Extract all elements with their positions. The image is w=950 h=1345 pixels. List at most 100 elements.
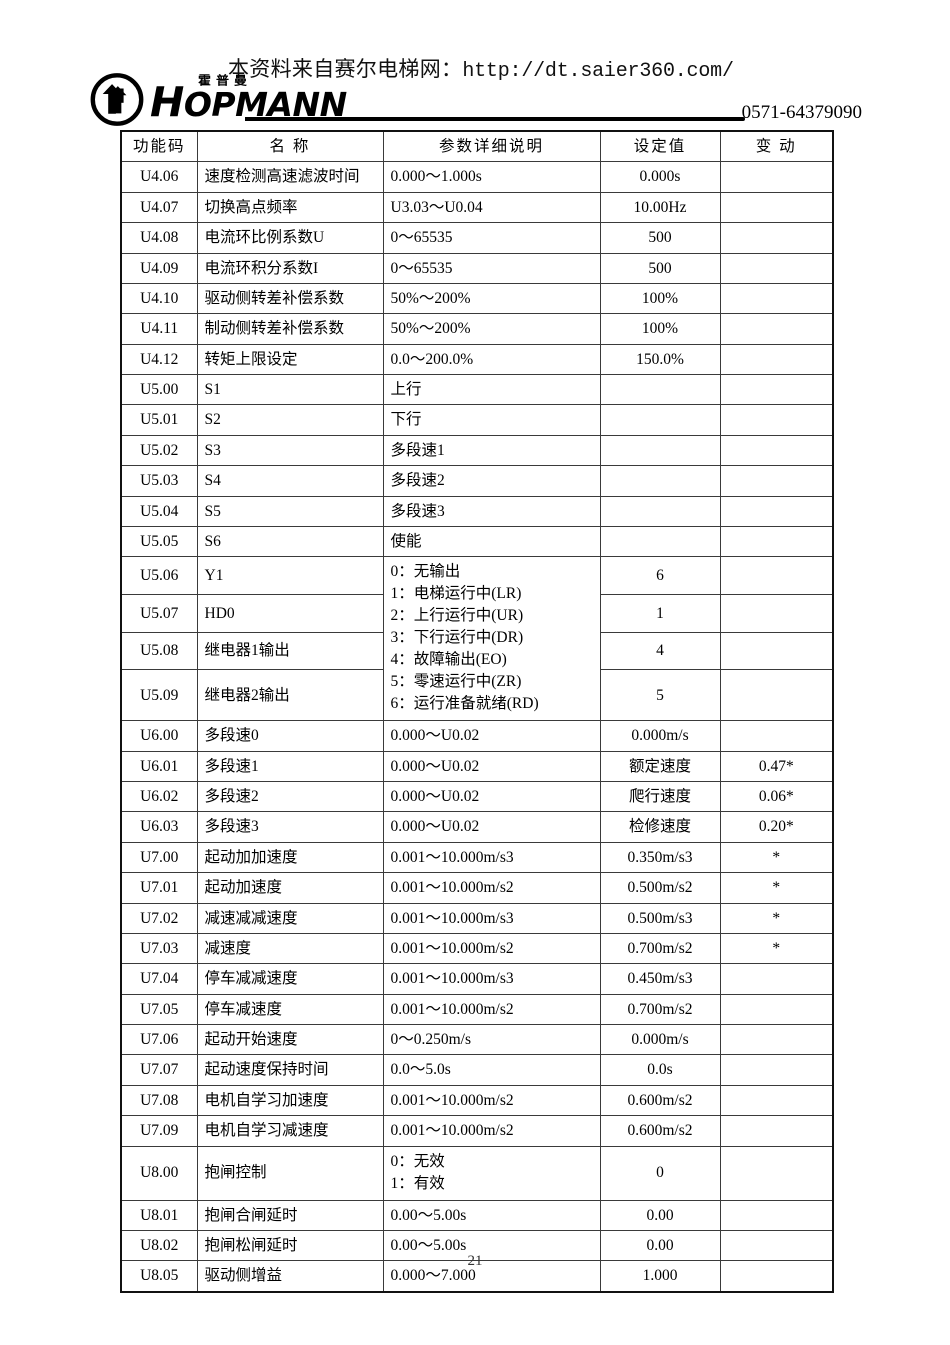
cell-code: U8.02 — [120, 1229, 198, 1262]
cell-code: U4.06 — [120, 161, 198, 193]
watermark-label: 本资料来自赛尔电梯网： — [228, 57, 463, 81]
table-row: U5.08 继电器1输出 4 — [120, 631, 834, 671]
cell-code: U8.00 — [120, 1145, 198, 1201]
cell-desc: 50%～200% — [382, 313, 601, 345]
cell-desc-brake-options: 0：无效 1：有效 — [382, 1145, 601, 1201]
table-row: U4.07 切换高点频率 U3.03～U0.04 10.00Hz — [120, 191, 834, 224]
cell-desc: 50%～200% — [382, 282, 601, 315]
table-row: U5.00 S1 上行 — [120, 373, 834, 406]
table-row: U6.00 多段速0 0.000～U0.02 0.000m/s — [120, 720, 834, 752]
cell-code: U4.12 — [120, 343, 198, 376]
cell-desc: 0.001～10.000m/s2 — [382, 932, 601, 965]
cell-setvalue: 0.600m/s2 — [599, 1115, 721, 1147]
cell-name: 多段速2 — [196, 780, 384, 813]
cell-code: U5.00 — [120, 373, 198, 406]
cell-desc: 0.001～10.000m/s2 — [382, 872, 601, 904]
column-header-name: 名 称 — [196, 130, 384, 163]
cell-code: U7.01 — [120, 872, 198, 904]
cell-desc: 使能 — [382, 525, 601, 558]
cell-code: U7.04 — [120, 963, 198, 995]
parameter-table: 功能码 名 称 参数详细说明 设定值 变 动 U4.06 速度检测高速滤波时间 … — [120, 130, 834, 1293]
cell-setvalue: 0.000m/s — [599, 720, 721, 752]
cell-setvalue: 150.0% — [599, 343, 721, 376]
cell-code: U5.07 — [120, 593, 198, 633]
table-row: U8.05 驱动侧增益 0.000～7.000 1.000 — [120, 1260, 834, 1293]
table-row: U4.12 转矩上限设定 0.0～200.0% 150.0% — [120, 343, 834, 376]
cell-name: 抱闸松闸延时 — [196, 1229, 384, 1262]
cell-change — [719, 720, 834, 752]
table-row: U7.04 停车减减速度 0.001～10.000m/s3 0.450m/s3 — [120, 963, 834, 995]
cell-name: 电流环比例系数U — [196, 222, 384, 254]
cell-setvalue: 100% — [599, 282, 721, 315]
cell-code: U6.02 — [120, 780, 198, 813]
cell-name: 起动加加速度 — [196, 841, 384, 874]
cell-code: U4.10 — [120, 282, 198, 315]
table-row: U6.03 多段速3 0.000～U0.02 检修速度 0.20* — [120, 811, 834, 843]
cell-setvalue: 额定速度 — [599, 750, 721, 783]
table-row: U6.02 多段速2 0.000～U0.02 爬行速度 0.06* — [120, 780, 834, 813]
cell-setvalue: 0.000m/s — [599, 1023, 721, 1056]
cell-setvalue: 0.350m/s3 — [599, 841, 721, 874]
cell-change — [719, 963, 834, 995]
cell-change — [719, 525, 834, 558]
cell-change: 0.20* — [719, 811, 834, 843]
table-row: U5.06 Y1 0：无输出 1：电梯运行中(LR) 2：上行运行中(UR) 3… — [120, 556, 834, 722]
table-row: U5.04 S5 多段速3 — [120, 495, 834, 527]
cell-code: U7.06 — [120, 1023, 198, 1056]
cell-desc: 0.000～U0.02 — [382, 750, 601, 783]
cell-change: * — [719, 841, 834, 874]
cell-name: 多段速0 — [196, 720, 384, 752]
cell-desc: 0.00～5.00s — [382, 1199, 601, 1231]
cell-name: 电机自学习加速度 — [196, 1084, 384, 1117]
cell-change — [719, 1260, 834, 1293]
cell-desc: 0.001～10.000m/s2 — [382, 1084, 601, 1117]
cell-code: U5.01 — [120, 404, 198, 436]
cell-name: 继电器1输出 — [196, 631, 384, 671]
cell-desc: U3.03～U0.04 — [382, 191, 601, 224]
cell-name: 起动加速度 — [196, 872, 384, 904]
brand-initial: H — [150, 78, 184, 126]
cell-setvalue — [599, 495, 721, 527]
cell-code: U7.09 — [120, 1115, 198, 1147]
table-row: U7.03 减速度 0.001～10.000m/s2 0.700m/s2 * — [120, 932, 834, 965]
cell-change — [719, 222, 834, 254]
cell-code: U4.08 — [120, 222, 198, 254]
cell-name: 制动侧转差补偿系数 — [196, 313, 384, 345]
column-header-code: 功能码 — [120, 130, 198, 163]
cell-desc: 0.000～U0.02 — [382, 780, 601, 813]
cell-setvalue: 0.500m/s2 — [599, 872, 721, 904]
column-header-chg: 变 动 — [719, 130, 834, 163]
cell-desc: 下行 — [382, 404, 601, 436]
elevator-arrows-emblem-icon — [88, 72, 146, 127]
cell-setvalue: 6 — [599, 556, 721, 595]
cell-code: U5.08 — [120, 631, 198, 671]
cell-setvalue: 检修速度 — [599, 811, 721, 843]
cell-setvalue: 100% — [599, 313, 721, 345]
table-row: U6.01 多段速1 0.000～U0.02 额定速度 0.47* — [120, 750, 834, 783]
table-row: U4.06 速度检测高速滤波时间 0.000～1.000s 0.000s — [120, 161, 834, 193]
cell-change — [719, 1145, 834, 1201]
cell-code: U7.08 — [120, 1084, 198, 1117]
page-header: 霍普曼 HOPMANN 0571-64379090 — [0, 62, 950, 127]
cell-change: * — [719, 902, 834, 934]
table-row: U8.00 抱闸控制 0：无效 1：有效 0 — [120, 1145, 834, 1201]
cell-setvalue: 0.600m/s2 — [599, 1084, 721, 1117]
cell-setvalue: 1.000 — [599, 1260, 721, 1293]
cell-change — [719, 434, 834, 467]
cell-change — [719, 1084, 834, 1117]
cell-name: 继电器2输出 — [196, 669, 384, 722]
cell-change — [719, 282, 834, 315]
cell-setvalue: 500 — [599, 252, 721, 284]
cell-desc: 多段速2 — [382, 465, 601, 497]
cell-setvalue: 500 — [599, 222, 721, 254]
cell-code: U6.00 — [120, 720, 198, 752]
cell-desc: 0～65535 — [382, 252, 601, 284]
cell-desc: 上行 — [382, 373, 601, 406]
cell-name: S3 — [196, 434, 384, 467]
cell-change — [719, 495, 834, 527]
contact-phone: 0571-64379090 — [741, 102, 862, 123]
cell-change — [719, 1229, 834, 1262]
table-row: U4.08 电流环比例系数U 0～65535 500 — [120, 222, 834, 254]
table-row: U7.06 起动开始速度 0～0.250m/s 0.000m/s — [120, 1023, 834, 1056]
page-number: 21 — [467, 1253, 483, 1269]
